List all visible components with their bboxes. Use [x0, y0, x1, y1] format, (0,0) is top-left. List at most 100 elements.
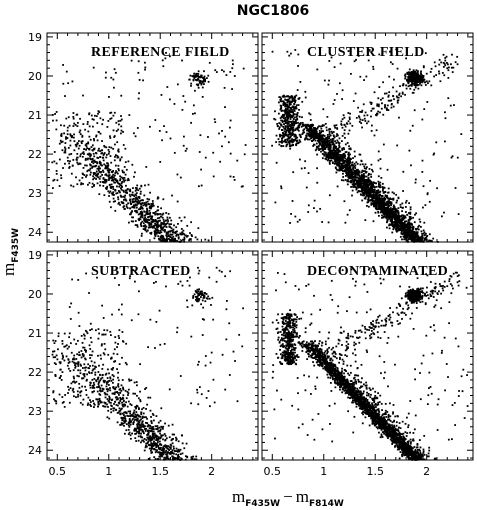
- data-point: [69, 160, 71, 163]
- data-point: [395, 215, 398, 218]
- data-point: [212, 151, 215, 154]
- data-point: [149, 125, 151, 128]
- data-point: [209, 361, 212, 364]
- data-point: [202, 80, 205, 83]
- data-point: [106, 329, 109, 332]
- data-point: [382, 201, 385, 204]
- data-point: [443, 74, 446, 77]
- data-point: [285, 145, 288, 148]
- data-point: [433, 61, 436, 64]
- data-point: [383, 213, 386, 216]
- data-point: [413, 235, 416, 238]
- data-point: [286, 103, 289, 106]
- data-point: [340, 140, 343, 142]
- data-point: [75, 145, 78, 148]
- data-point: [110, 405, 113, 407]
- data-point: [291, 141, 294, 143]
- data-point: [109, 135, 111, 138]
- data-point: [417, 70, 419, 73]
- data-point: [302, 125, 304, 127]
- data-point: [60, 134, 62, 137]
- data-point: [98, 332, 101, 335]
- data-point: [99, 160, 101, 163]
- data-point: [167, 230, 170, 233]
- data-point: [323, 124, 325, 127]
- data-point: [145, 204, 148, 207]
- data-point: [84, 159, 87, 161]
- data-point: [160, 226, 162, 229]
- data-point: [160, 451, 163, 454]
- data-point: [72, 391, 75, 393]
- data-point: [363, 175, 366, 177]
- data-point: [57, 335, 60, 338]
- data-point: [288, 102, 291, 105]
- data-point: [291, 96, 294, 99]
- data-point: [378, 214, 380, 217]
- data-point: [402, 170, 405, 173]
- data-point: [341, 155, 344, 158]
- data-point: [348, 116, 351, 119]
- data-point: [367, 59, 370, 62]
- data-point: [358, 115, 360, 118]
- data-point: [129, 437, 132, 440]
- data-point: [153, 212, 156, 214]
- data-point: [394, 211, 397, 214]
- data-point: [325, 126, 328, 129]
- data-point: [350, 180, 352, 182]
- data-point: [77, 140, 80, 142]
- data-point: [119, 175, 121, 178]
- data-point: [320, 131, 323, 134]
- data-point: [344, 221, 347, 224]
- data-point: [104, 179, 107, 182]
- data-point: [417, 75, 419, 77]
- data-point: [183, 237, 186, 240]
- data-point: [140, 184, 143, 187]
- data-point: [332, 148, 335, 150]
- data-point: [319, 148, 322, 150]
- data-point: [112, 192, 114, 195]
- data-point: [420, 74, 423, 77]
- data-point: [81, 341, 84, 344]
- data-point: [88, 169, 91, 172]
- data-point: [298, 123, 301, 125]
- data-point: [374, 197, 376, 200]
- data-point: [89, 386, 92, 389]
- data-point: [109, 137, 112, 139]
- data-point: [319, 207, 322, 210]
- data-point: [288, 109, 291, 112]
- data-point: [285, 105, 287, 108]
- data-point: [329, 134, 332, 137]
- data-point: [389, 213, 392, 215]
- data-point: [188, 78, 191, 81]
- data-point: [352, 169, 355, 171]
- data-point: [148, 447, 151, 450]
- data-point: [224, 135, 227, 138]
- data-point: [119, 187, 122, 190]
- data-point: [184, 234, 187, 237]
- data-point: [383, 92, 386, 95]
- data-point: [308, 138, 311, 141]
- data-point: [113, 86, 115, 89]
- data-point: [357, 186, 359, 189]
- data-point: [343, 116, 346, 119]
- data-point: [80, 142, 83, 145]
- data-point: [323, 144, 325, 147]
- data-point: [142, 204, 145, 207]
- data-point: [162, 240, 165, 243]
- data-point: [190, 82, 193, 85]
- data-point: [159, 161, 162, 163]
- data-point: [205, 397, 208, 399]
- data-point: [342, 170, 344, 172]
- data-point: [183, 236, 186, 239]
- data-point: [404, 232, 406, 235]
- data-point: [404, 226, 407, 229]
- data-point: [363, 191, 366, 193]
- data-point: [405, 229, 408, 232]
- data-point: [78, 162, 81, 165]
- data-point: [334, 158, 336, 161]
- data-point: [53, 151, 56, 153]
- data-point: [325, 129, 328, 132]
- data-point: [371, 185, 374, 188]
- data-point: [107, 406, 109, 408]
- data-point: [276, 123, 279, 125]
